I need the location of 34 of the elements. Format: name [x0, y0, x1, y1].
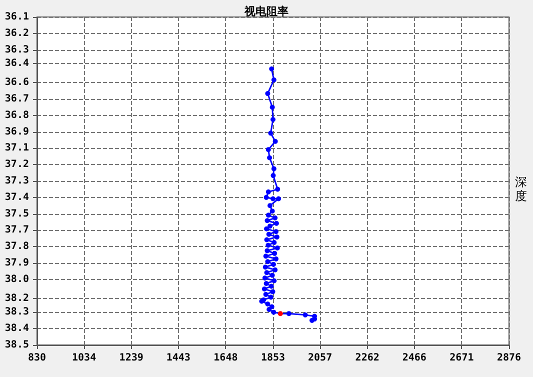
y-tick-label: 36.7	[4, 94, 29, 104]
y-tick-label: 36.1	[4, 12, 29, 22]
y-tick-label: 37.8	[4, 241, 29, 252]
y-tick-label: 36.6	[4, 77, 29, 88]
x-tick-label: 1648	[214, 352, 238, 364]
x-tick-label: 830	[28, 352, 46, 364]
x-tick-label: 2671	[450, 352, 474, 364]
y-tick-label: 37.1	[4, 142, 29, 154]
y-tick-label: 38.0	[4, 274, 29, 285]
y-tick-label: 37.2	[4, 159, 29, 170]
y-tick-label: 36.4	[4, 58, 29, 69]
x-tick-label: 2466	[402, 352, 426, 364]
x-tick-label: 1034	[72, 352, 96, 364]
y-tick-label: 37.5	[4, 208, 29, 220]
y-tick-label: 37.3	[4, 176, 29, 186]
y-tick-label: 36.9	[4, 126, 29, 138]
x-tick-label: 1443	[166, 352, 190, 364]
x-tick-label: 2876	[496, 352, 522, 364]
y-tick-label: 38.4	[4, 323, 29, 334]
x-tick-label: 2057	[308, 352, 332, 364]
y-tick-label: 38.5	[4, 340, 29, 350]
y-tick-label: 38.2	[4, 293, 29, 304]
x-tick-label: 2262	[355, 352, 380, 364]
y-tick-label: 37.4	[4, 192, 29, 203]
y-axis-title: 深度	[515, 175, 528, 203]
x-tick-label: 1239	[119, 352, 144, 364]
y-tick-label: 36.8	[4, 110, 29, 121]
y-tick-label: 36.2	[4, 28, 29, 39]
y-tick-label: 37.9	[4, 258, 29, 268]
y-tick-label: 37.7	[4, 224, 29, 236]
y-tick-label: 38.3	[4, 306, 29, 318]
y-tick-label: 36.3	[4, 44, 29, 56]
x-tick-label: 1853	[260, 352, 286, 364]
chart-title: 视电阻率	[244, 5, 288, 18]
